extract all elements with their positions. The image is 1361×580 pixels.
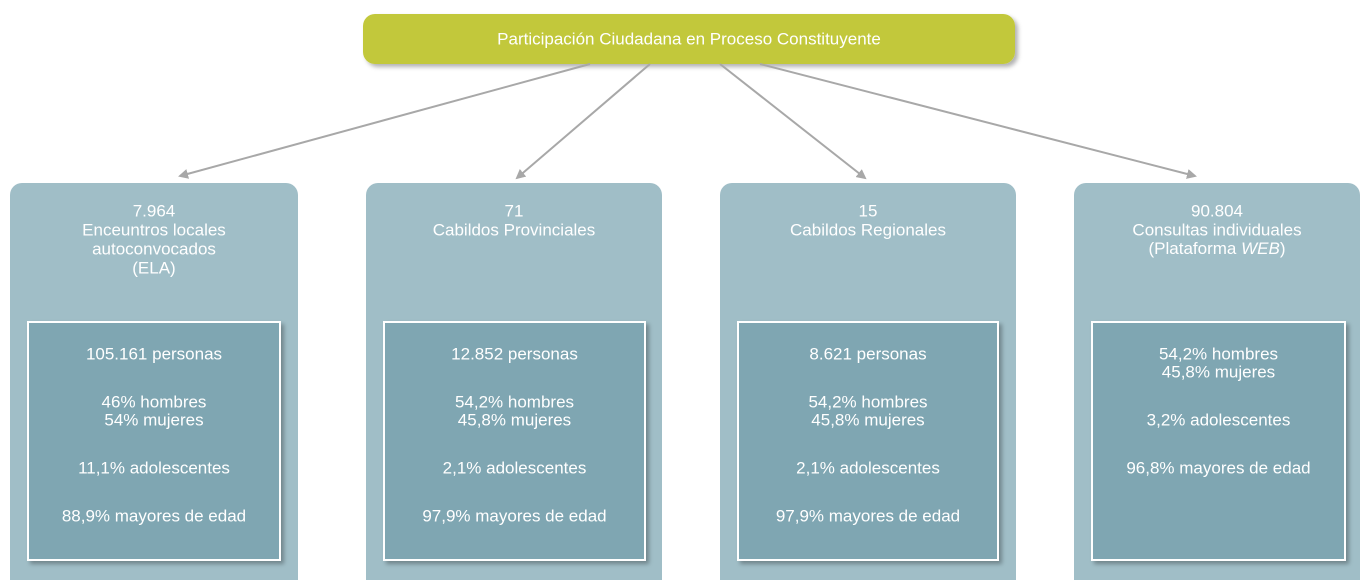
stat-line: 45,8% mujeres [1162,362,1275,381]
label-part: ) [1280,239,1286,258]
stat-line: 88,9% mayores de edad [62,506,246,525]
stats-box [1091,321,1346,561]
stat-line: 96,8% mayores de edad [1126,458,1310,477]
stat-line: 46% hombres [102,392,207,411]
arrow [515,63,651,180]
node-count: 90.804 [1191,201,1243,220]
stat-line: 97,9% mayores de edad [776,506,960,525]
arrow [759,63,1197,179]
stats-box [27,321,281,561]
node-label: autoconvocados [92,239,216,258]
stat-line: 97,9% mayores de edad [422,506,606,525]
node-count: 71 [505,201,524,220]
arrows [178,63,1197,180]
stat-line: 54,2% hombres [1159,344,1278,363]
stat-line: 11,1% adolescentes [78,458,230,477]
node-label: (Plataforma WEB) [1149,239,1286,258]
node-count: 7.964 [133,201,176,220]
root-title: Participación Ciudadana en Proceso Const… [497,29,881,48]
stat-line: 54% mujeres [104,410,203,429]
stat-line: 105.161 personas [86,344,222,363]
label-part: (Plataforma [1149,239,1242,258]
node-count: 15 [859,201,878,220]
root-box [363,14,1015,64]
stat-line: 3,2% adolescentes [1147,410,1291,429]
node-label: Cabildos Provinciales [433,220,596,239]
stat-line: 45,8% mujeres [458,410,571,429]
node-label: Cabildos Regionales [790,220,946,239]
arrow [178,63,591,179]
stat-line: 2,1% adolescentes [443,458,587,477]
stat-line: 12.852 personas [451,344,578,363]
stat-line: 8.621 personas [809,344,926,363]
node-label: Consultas individuales [1132,220,1301,239]
label-part: WEB [1241,239,1280,258]
stat-line: 54,2% hombres [808,392,927,411]
stat-line: 54,2% hombres [455,392,574,411]
stat-line: 45,8% mujeres [811,410,924,429]
node-label: Enceuntros locales [82,220,226,239]
arrow [719,63,867,180]
node-label: (ELA) [132,258,175,277]
stat-line: 2,1% adolescentes [796,458,940,477]
stats-box [383,321,646,561]
stats-box [737,321,999,561]
